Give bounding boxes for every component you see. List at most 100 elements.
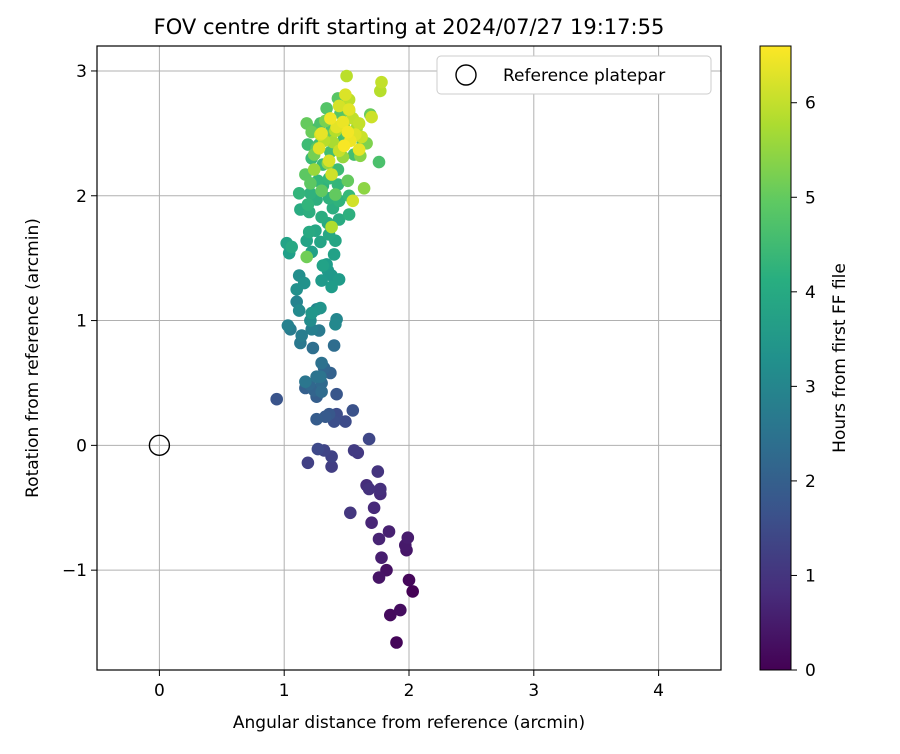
scatter-point: [281, 319, 295, 332]
legend-box: [436, 55, 712, 95]
legend-entry: Reference platepar: [503, 66, 665, 86]
scatter-point: [307, 163, 321, 176]
colorbar-tick-label: 0: [805, 661, 816, 681]
scatter-point: [337, 139, 351, 153]
colorbar-tick-label: 6: [805, 94, 816, 114]
scatter-point: [325, 460, 338, 473]
scatter-point: [406, 585, 420, 598]
scatter-point: [342, 103, 356, 116]
scatter-point: [367, 501, 381, 515]
scatter-point: [362, 482, 376, 496]
scatter-point: [372, 571, 386, 584]
scatter-point: [372, 532, 386, 546]
scatter-point: [341, 125, 355, 139]
scatter-point: [299, 375, 312, 389]
scatter-point: [375, 75, 388, 89]
scatter-point: [362, 432, 376, 446]
scatter-point: [310, 412, 323, 426]
scatter-point: [365, 110, 378, 124]
scatter-point: [300, 250, 314, 264]
colorbar-tick-label: 2: [805, 472, 816, 492]
scatter-point: [329, 318, 342, 331]
scatter-point: [292, 304, 306, 317]
scatter-point: [315, 184, 328, 198]
legend-marker-icon: [455, 64, 477, 86]
scatter-point: [374, 482, 387, 496]
scatter-point: [285, 240, 299, 254]
scatter-point: [346, 404, 360, 417]
scatter-point: [347, 444, 361, 457]
colorbar-label: Hours from first FF file: [830, 263, 850, 453]
scatter-point: [304, 187, 317, 200]
x-tick-label: 1: [279, 681, 290, 701]
reference-marker: [148, 434, 171, 457]
scatter-point: [365, 516, 378, 529]
colorbar-tick-label: 5: [805, 188, 816, 208]
scatter-point: [314, 370, 327, 384]
scatter-point: [297, 276, 311, 290]
scatter-point: [315, 385, 328, 399]
scatter-point: [311, 442, 325, 456]
colorbar-tick-label: 4: [805, 283, 816, 303]
scatter-point: [325, 168, 338, 181]
y-tick-label: 3: [76, 62, 87, 82]
scatter-point: [270, 392, 284, 406]
scatter-point: [320, 102, 333, 115]
scatter-point: [371, 465, 385, 478]
scatter-point: [332, 99, 346, 113]
scatter-point: [324, 112, 337, 125]
scatter-point: [342, 208, 356, 221]
y-axis-label: Rotation from reference (arcmin): [23, 218, 43, 498]
scatter-point: [357, 182, 371, 195]
scatter-point: [305, 306, 319, 320]
scatter-point: [331, 178, 345, 191]
scatter-point: [336, 115, 350, 129]
scatter-point: [382, 525, 396, 538]
scatter-point: [314, 235, 327, 249]
scatter-point: [316, 259, 330, 272]
y-axis: −1 0 1 2 3: [62, 62, 97, 581]
scatter-point: [312, 142, 326, 155]
x-tick-label: 3: [528, 681, 539, 701]
scatter-point: [352, 117, 366, 130]
scatter-point: [295, 329, 309, 342]
colorbar: 0 1 2 3 4 5 6 Hours from first FF file: [759, 45, 850, 681]
y-tick-label: 2: [76, 187, 87, 207]
scatter-point: [292, 187, 306, 200]
scatter-point: [315, 210, 328, 224]
scatter-point: [315, 356, 328, 370]
colorbar-tick-label: 3: [805, 377, 816, 397]
scatter-point: [346, 194, 360, 208]
colorbar-gradient: [759, 45, 792, 671]
y-tick-label: 0: [76, 436, 87, 456]
scatter-point: [390, 636, 403, 649]
x-tick-label: 2: [404, 681, 415, 701]
legend: Reference platepar: [436, 55, 712, 95]
scatter-point: [306, 341, 320, 355]
scatter-point: [375, 551, 388, 564]
scatter-point: [401, 531, 415, 544]
scatter-point: [329, 188, 342, 201]
scatter-point: [302, 225, 316, 239]
y-tick-label: −1: [62, 561, 87, 581]
scatter-point: [322, 154, 336, 168]
scatter-point: [384, 608, 397, 622]
scatter-point: [394, 603, 407, 617]
scatter-point: [301, 198, 315, 211]
scatter-point: [344, 506, 357, 520]
scatter-point: [327, 339, 341, 352]
scatter-point: [327, 248, 341, 261]
chart-title: FOV centre drift starting at 2024/07/27 …: [154, 15, 665, 39]
scatter-point: [304, 177, 317, 190]
scatter-point: [341, 174, 355, 188]
scatter-point: [402, 573, 416, 587]
colorbar-ticks: 0 1 2 3 4 5 6: [791, 94, 816, 681]
scatter-point: [339, 415, 352, 428]
scatter-point: [301, 456, 315, 470]
colorbar-tick-label: 1: [805, 566, 816, 586]
scatter-point: [325, 280, 338, 294]
data-points: [270, 69, 420, 649]
x-tick-label: 4: [653, 681, 664, 701]
